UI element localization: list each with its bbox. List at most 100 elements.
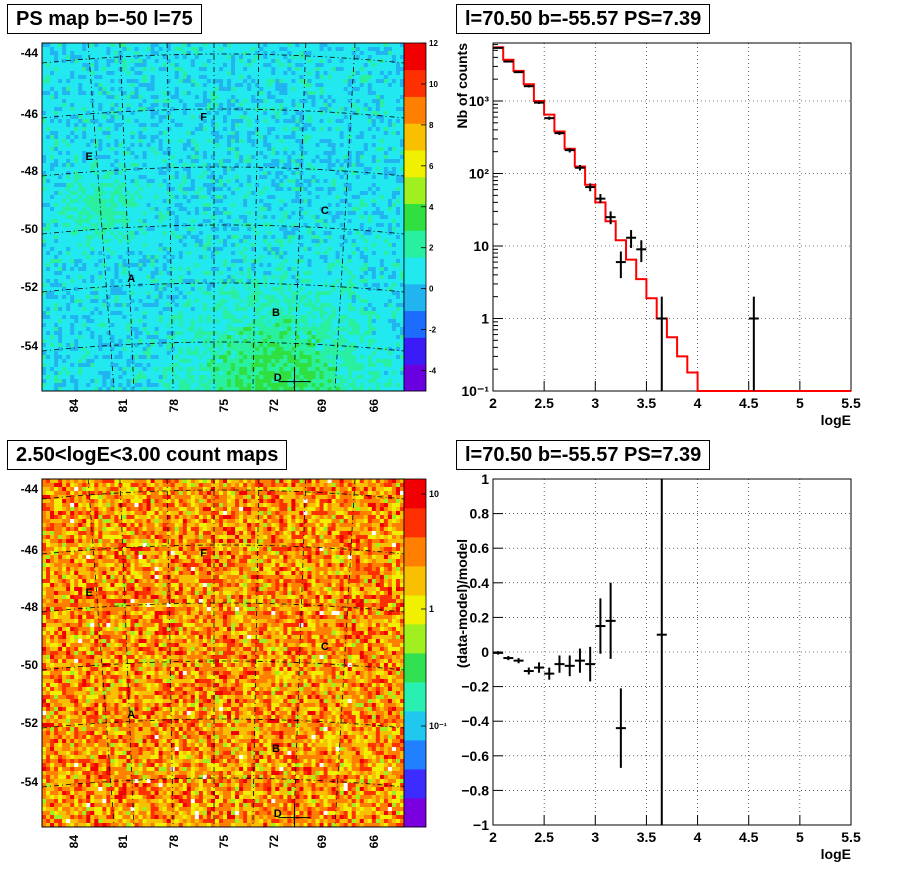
- heatmap-cell: [307, 259, 312, 264]
- heatmap-cell: [218, 255, 224, 260]
- heatmap-cell: [339, 251, 344, 256]
- heatmap-cell: [98, 75, 103, 80]
- heatmap-cell: [214, 123, 220, 128]
- heatmap-cell: [86, 187, 91, 192]
- heatmap-cell: [359, 103, 365, 108]
- heatmap-cell: [178, 159, 184, 164]
- heatmap-cell: [86, 67, 91, 72]
- heatmap-cell: [134, 83, 139, 88]
- heatmap-cell: [50, 63, 55, 68]
- heatmap-cell: [214, 259, 220, 264]
- heatmap-cell: [259, 103, 264, 108]
- heatmap-cell: [279, 175, 284, 180]
- heatmap-cell: [210, 155, 216, 160]
- heatmap-cell: [206, 195, 212, 200]
- heatmap-cell: [399, 43, 405, 48]
- heatmap-cell: [291, 163, 296, 168]
- heatmap-cell: [363, 159, 369, 164]
- heatmap-cell: [279, 211, 284, 216]
- heatmap-cell: [331, 255, 336, 260]
- heatmap-cell: [46, 259, 51, 264]
- heatmap-cell: [206, 255, 212, 260]
- heatmap-cell: [190, 191, 196, 196]
- heatmap-cell: [202, 119, 208, 124]
- heatmap-cell: [319, 115, 324, 120]
- heatmap-cell: [102, 175, 107, 180]
- heatmap-cell: [178, 263, 184, 268]
- heatmap-cell: [399, 231, 405, 236]
- heatmap-cell: [399, 147, 405, 152]
- heatmap-cell: [371, 59, 377, 64]
- heatmap-cell: [347, 71, 353, 76]
- heatmap-cell: [283, 163, 288, 168]
- heatmap-cell: [347, 135, 353, 140]
- heatmap-cell: [223, 151, 228, 156]
- heatmap-cell: [190, 147, 196, 152]
- heatmap-cell: [275, 51, 280, 56]
- heatmap-cell: [170, 123, 176, 128]
- heatmap-cell: [307, 191, 312, 196]
- heatmap-cell: [383, 167, 389, 172]
- heatmap-cell: [319, 155, 324, 160]
- heatmap-cell: [283, 175, 288, 180]
- heatmap-cell: [198, 67, 204, 72]
- heatmap-cell: [154, 67, 159, 72]
- heatmap-cell: [70, 95, 75, 100]
- heatmap-cell: [150, 255, 155, 260]
- heatmap-cell: [319, 227, 324, 232]
- heatmap-cell: [303, 183, 308, 188]
- heatmap-cell: [355, 111, 361, 116]
- heatmap-cell: [291, 203, 296, 208]
- heatmap-cell: [70, 215, 75, 220]
- heatmap-cell: [287, 219, 292, 224]
- heatmap-cell: [327, 247, 332, 252]
- heatmap-cell: [247, 211, 252, 216]
- heatmap-cell: [130, 247, 135, 252]
- heatmap-cell: [339, 51, 344, 56]
- heatmap-cell: [78, 87, 83, 92]
- heatmap-cell: [327, 235, 332, 240]
- heatmap-cell: [263, 127, 268, 132]
- heatmap-cell: [307, 235, 312, 240]
- heatmap-cell: [114, 63, 119, 68]
- heatmap-cell: [223, 211, 228, 216]
- heatmap-cell: [46, 207, 51, 212]
- heatmap-cell: [102, 187, 107, 192]
- heatmap-cell: [94, 255, 99, 260]
- heatmap-cell: [82, 143, 87, 148]
- heatmap-cell: [202, 63, 208, 68]
- heatmap-cell: [62, 199, 67, 204]
- heatmap-cell: [243, 87, 248, 92]
- heatmap-cell: [150, 75, 155, 80]
- heatmap-cell: [303, 95, 308, 100]
- heatmap-cell: [227, 263, 232, 268]
- heatmap-cell: [58, 191, 63, 196]
- heatmap-cell: [138, 163, 143, 168]
- heatmap-cell: [182, 87, 188, 92]
- heatmap-cell: [383, 223, 389, 228]
- heatmap-cell: [299, 239, 304, 244]
- heatmap-cell: [275, 147, 280, 152]
- heatmap-cell: [162, 139, 167, 144]
- heatmap-cell: [110, 47, 115, 52]
- heatmap-cell: [243, 107, 248, 112]
- heatmap-cell: [247, 43, 252, 48]
- heatmap-cell: [130, 107, 135, 112]
- heatmap-cell: [62, 187, 67, 192]
- heatmap-cell: [323, 147, 328, 152]
- heatmap-cell: [319, 187, 324, 192]
- heatmap-cell: [347, 75, 353, 80]
- heatmap-cell: [90, 195, 95, 200]
- heatmap-cell: [166, 239, 172, 244]
- heatmap-cell: [383, 71, 389, 76]
- heatmap-cell: [387, 191, 393, 196]
- heatmap-cell: [138, 87, 143, 92]
- heatmap-cell: [363, 215, 369, 220]
- heatmap-cell: [106, 227, 111, 232]
- heatmap-cell: [255, 107, 260, 112]
- heatmap-cell: [339, 43, 344, 48]
- heatmap-cell: [327, 243, 332, 248]
- heatmap-cell: [174, 143, 180, 148]
- heatmap-cell: [399, 243, 405, 248]
- heatmap-cell: [186, 211, 192, 216]
